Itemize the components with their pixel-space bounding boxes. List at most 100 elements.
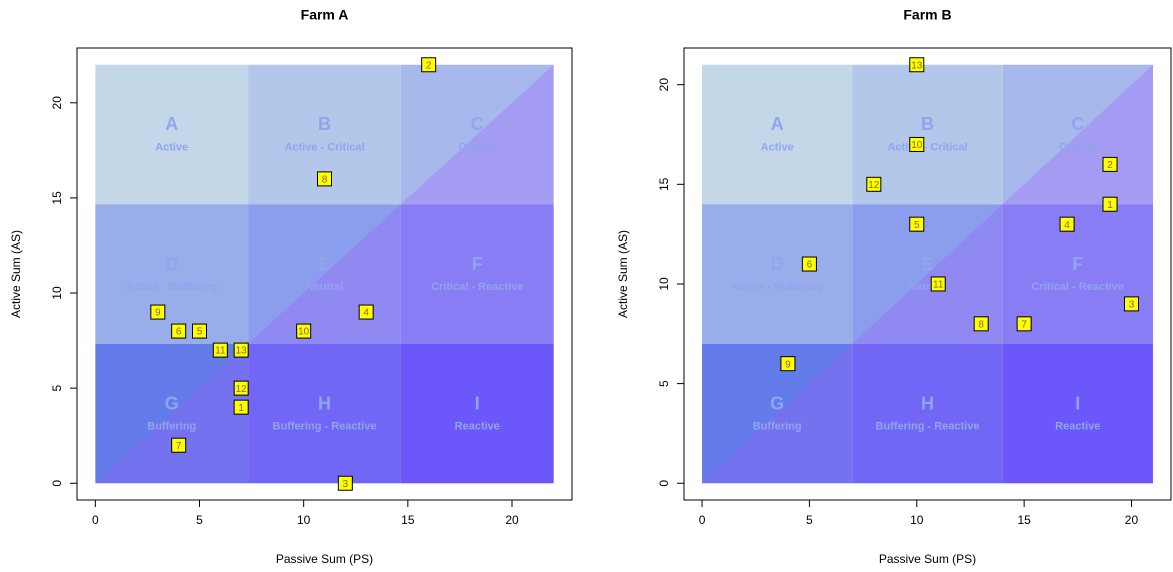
diagonal-zone bbox=[95, 64, 554, 484]
zone-letter: C bbox=[1071, 114, 1084, 134]
point-label: 3 bbox=[1129, 300, 1135, 311]
y-axis-label: Active Sum (AS) bbox=[616, 230, 630, 318]
point bbox=[171, 323, 187, 339]
zone bbox=[248, 343, 401, 484]
point-label: 10 bbox=[911, 140, 923, 151]
point bbox=[358, 304, 374, 320]
x-tick-label: 20 bbox=[1125, 513, 1139, 527]
zone-name: Reactive bbox=[455, 420, 500, 432]
y-axis-label: Active Sum (AS) bbox=[9, 230, 23, 318]
point-label: 12 bbox=[236, 384, 248, 395]
zone-name: Buffering - Reactive bbox=[876, 420, 980, 432]
point bbox=[1059, 216, 1075, 232]
point bbox=[909, 136, 925, 152]
zone bbox=[400, 64, 554, 205]
zone bbox=[702, 64, 853, 205]
zone bbox=[1002, 64, 1153, 205]
zone-letter: G bbox=[165, 393, 179, 413]
point bbox=[1016, 316, 1032, 332]
zone-name: Active - Critical bbox=[887, 141, 967, 153]
x-tick-label: 10 bbox=[910, 513, 924, 527]
point bbox=[233, 380, 249, 396]
point-label: 2 bbox=[1107, 160, 1113, 171]
y-tick-label: 15 bbox=[657, 177, 671, 191]
zone bbox=[400, 343, 554, 484]
zone-letter: G bbox=[770, 393, 784, 413]
y-tick-label: 10 bbox=[657, 277, 671, 291]
x-axis-label: Passive Sum (PS) bbox=[879, 552, 976, 566]
diagonal-zone bbox=[702, 64, 1153, 484]
point bbox=[337, 475, 353, 491]
x-tick-label: 15 bbox=[1017, 513, 1031, 527]
point-label: 13 bbox=[911, 60, 923, 71]
point-label: 3 bbox=[343, 479, 349, 490]
point bbox=[930, 276, 946, 292]
x-tick-label: 15 bbox=[401, 513, 415, 527]
zone-name: Neutral bbox=[306, 281, 344, 293]
x-tick-label: 5 bbox=[196, 513, 203, 527]
zone-name: Buffering bbox=[147, 420, 196, 432]
zone bbox=[95, 343, 249, 484]
point-label: 2 bbox=[426, 60, 432, 71]
point bbox=[233, 399, 249, 415]
zone bbox=[1002, 343, 1153, 484]
point bbox=[909, 216, 925, 232]
zone bbox=[702, 204, 853, 344]
zone-letter: I bbox=[475, 393, 480, 413]
zone-letter: B bbox=[318, 114, 331, 134]
y-tick-label: 20 bbox=[657, 78, 671, 92]
x-tick-label: 0 bbox=[699, 513, 706, 527]
point-label: 7 bbox=[1021, 319, 1027, 330]
point bbox=[973, 316, 989, 332]
point bbox=[192, 323, 207, 339]
point bbox=[212, 342, 228, 358]
point bbox=[866, 176, 882, 192]
point-label: 5 bbox=[914, 220, 920, 231]
zone-letter: E bbox=[921, 254, 933, 274]
point bbox=[317, 171, 332, 187]
y-tick-label: 5 bbox=[657, 380, 671, 387]
zone bbox=[852, 343, 1003, 484]
zone-name: Buffering - Reactive bbox=[273, 420, 377, 432]
zone-letter: I bbox=[1075, 393, 1080, 413]
zone-letter: F bbox=[1072, 254, 1083, 274]
zone-name: Active bbox=[761, 141, 794, 153]
point bbox=[1102, 196, 1118, 212]
point-label: 5 bbox=[197, 327, 203, 338]
y-tick-label: 0 bbox=[657, 480, 671, 487]
zone bbox=[248, 204, 401, 344]
x-tick-label: 10 bbox=[297, 513, 311, 527]
point-label: 6 bbox=[176, 327, 182, 338]
point bbox=[909, 57, 925, 73]
point bbox=[150, 304, 166, 320]
zone bbox=[702, 343, 853, 484]
point bbox=[1102, 156, 1118, 172]
zone-name: Critical bbox=[459, 141, 496, 153]
zone bbox=[95, 64, 249, 205]
zone-name: Active - Critical bbox=[284, 141, 364, 153]
zone-letter: A bbox=[165, 114, 178, 134]
zone-name: Critical - Reactive bbox=[1032, 281, 1124, 293]
point bbox=[1123, 296, 1139, 312]
zone-name: Active bbox=[155, 141, 188, 153]
point-label: 4 bbox=[363, 308, 369, 319]
zone-name: Critical bbox=[1059, 141, 1096, 153]
zone-letter: A bbox=[771, 114, 784, 134]
zone-name: Reactive bbox=[1055, 420, 1100, 432]
zone-letter: H bbox=[921, 393, 934, 413]
x-axis-label: Passive Sum (PS) bbox=[276, 552, 373, 566]
chart-title: Farm B bbox=[903, 7, 951, 23]
x-tick-label: 0 bbox=[92, 513, 99, 527]
zone-name: Critical - Reactive bbox=[431, 281, 523, 293]
point-label: 12 bbox=[868, 180, 880, 191]
point-label: 11 bbox=[215, 346, 226, 357]
zone-name: Active - Buffering bbox=[126, 281, 218, 293]
zone-name: Buffering bbox=[753, 420, 802, 432]
point-label: 11 bbox=[933, 280, 944, 291]
point-label: 1 bbox=[1107, 200, 1113, 211]
point-label: 4 bbox=[1064, 220, 1070, 231]
x-tick-label: 20 bbox=[505, 513, 519, 527]
zone-letter: E bbox=[318, 254, 330, 274]
point bbox=[171, 437, 187, 453]
